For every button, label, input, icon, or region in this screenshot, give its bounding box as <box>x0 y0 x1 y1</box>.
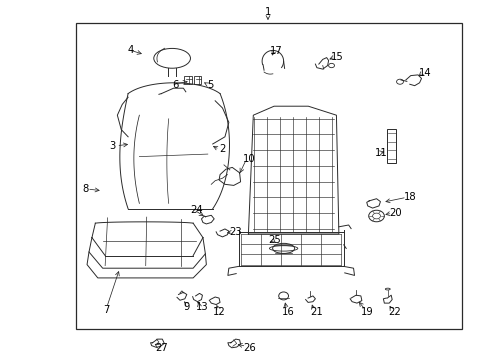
Text: 5: 5 <box>206 80 213 90</box>
Text: 24: 24 <box>190 204 203 215</box>
Text: 22: 22 <box>388 307 401 318</box>
Text: 14: 14 <box>418 68 431 78</box>
Bar <box>194 76 201 84</box>
Text: 11: 11 <box>374 148 387 158</box>
Text: 9: 9 <box>183 302 190 312</box>
Text: 8: 8 <box>82 184 88 194</box>
Text: 18: 18 <box>403 192 415 202</box>
Text: 4: 4 <box>128 45 134 55</box>
Text: 21: 21 <box>310 307 323 318</box>
Text: 13: 13 <box>196 302 208 312</box>
Text: 20: 20 <box>388 208 401 218</box>
Text: 12: 12 <box>212 307 225 318</box>
Bar <box>386 129 395 163</box>
Text: 7: 7 <box>103 305 110 315</box>
Text: 2: 2 <box>219 144 225 154</box>
Text: 23: 23 <box>229 227 242 237</box>
Text: 15: 15 <box>330 52 343 62</box>
Text: 3: 3 <box>109 141 115 151</box>
Text: 6: 6 <box>171 80 178 90</box>
Text: 10: 10 <box>243 154 255 164</box>
Text: 1: 1 <box>264 6 271 17</box>
Text: 25: 25 <box>268 235 281 246</box>
Text: 16: 16 <box>282 307 294 318</box>
Bar <box>184 76 191 84</box>
Bar <box>76 23 461 329</box>
Text: 17: 17 <box>269 46 282 56</box>
Text: 26: 26 <box>243 343 255 354</box>
Text: 27: 27 <box>155 343 167 354</box>
Text: 19: 19 <box>361 307 373 318</box>
